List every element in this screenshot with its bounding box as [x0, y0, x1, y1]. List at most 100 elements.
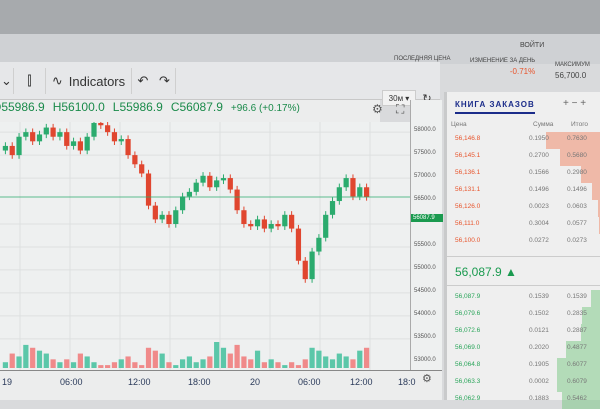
- depth-bar: [598, 200, 600, 217]
- total: 0.0577: [567, 220, 587, 227]
- fullscreen-icon[interactable]: ⛶: [396, 102, 405, 116]
- time-tick: 20: [250, 377, 261, 387]
- bid-row[interactable]: 56,069.0 0.2020 0.4877: [447, 341, 600, 358]
- volume-bar: [343, 356, 349, 368]
- total: 0.5462: [567, 395, 587, 402]
- price-chart[interactable]: [0, 122, 410, 370]
- total: 0.6077: [567, 361, 587, 368]
- volume-bar: [227, 353, 233, 368]
- volume-bar: [316, 350, 322, 368]
- time-tick: 18:00: [188, 377, 211, 387]
- candle: [343, 178, 349, 188]
- volume-bar: [350, 359, 356, 368]
- volume-bar: [363, 347, 370, 368]
- price-tick: 58000.0: [414, 127, 436, 134]
- ohlc-low: L55986.9: [112, 100, 163, 114]
- price-tick: 53500.0: [414, 333, 436, 340]
- volume-bar: [43, 353, 49, 368]
- candle: [145, 173, 152, 206]
- ask-row[interactable]: 56,145.1 0.2700 0.5680: [447, 149, 600, 166]
- candle: [139, 164, 145, 174]
- volume-bar: [64, 359, 70, 368]
- amount: 0.2020: [529, 344, 549, 351]
- price: 56,087.9: [455, 293, 481, 300]
- chevron-down-icon[interactable]: ⌄: [0, 68, 14, 94]
- candles-icon[interactable]: ⫿: [14, 68, 46, 94]
- bid-row[interactable]: 56,072.6 0.0121 0.2887: [447, 324, 600, 341]
- indicators-label: Indicators: [68, 73, 126, 89]
- volume-bar: [309, 347, 315, 368]
- ask-row[interactable]: 56,111.0 0.3004 0.0577: [447, 217, 600, 234]
- candle: [336, 187, 342, 202]
- stat-label: ПОСЛЕДНЯЯ ЦЕНА: [394, 56, 451, 62]
- undo-icon[interactable]: ↶: [137, 73, 149, 88]
- ask-row[interactable]: 56,131.1 0.1496 0.1496: [447, 183, 600, 200]
- price-tick: 55500.0: [414, 242, 436, 248]
- volume-bar: [275, 362, 281, 368]
- stat-high: МАКСИМУМ 56,700.0: [555, 62, 590, 80]
- total: 0.0603: [567, 203, 587, 210]
- price-axis: 58000.0 57500.0 57000.0 56500.0 55500.0 55000…: [410, 100, 443, 370]
- candle: [50, 127, 56, 137]
- time-tick: 18:0: [398, 377, 416, 387]
- depth-bar: [581, 307, 600, 324]
- candle: [98, 122, 104, 126]
- stat-label: МАКСИМУМ: [555, 62, 590, 68]
- ohlc-high: H56100.0: [52, 100, 105, 114]
- candle: [302, 260, 308, 280]
- volume-bar: [193, 362, 199, 368]
- stat-value: -0.71%: [509, 67, 536, 76]
- candle: [289, 214, 295, 229]
- total: 0.4877: [567, 344, 587, 351]
- candle: [132, 155, 138, 165]
- interval-select[interactable]: 30м ▾: [382, 90, 416, 106]
- candle: [268, 224, 274, 229]
- bid-row[interactable]: 56,087.9 0.1539 0.1539: [447, 290, 600, 307]
- axis-settings-icon[interactable]: ⚙: [422, 373, 432, 385]
- order-book-title[interactable]: КНИГА ЗАКАЗОВ: [455, 100, 535, 114]
- ohlc-legend: O55986.9 H56100.0 L55986.9 C56087.9 +96.6 (+…: [0, 100, 404, 122]
- volume-bar: [323, 356, 329, 368]
- candle: [16, 136, 22, 156]
- reset-icon[interactable]: ↻: [422, 92, 432, 105]
- amount: 0.1539: [529, 293, 549, 300]
- ask-row[interactable]: 56,146.8 0.1950 0.7630: [447, 132, 600, 149]
- volume-bar: [302, 359, 308, 368]
- candle: [241, 210, 247, 224]
- ask-row[interactable]: 56,136.1 0.1566 0.2980: [447, 166, 600, 183]
- volume-bar: [77, 353, 83, 368]
- ask-row[interactable]: 56,126.0 0.0023 0.0603: [447, 200, 600, 217]
- candle: [295, 228, 302, 261]
- bid-row[interactable]: 56,064.8 0.1905 0.6077: [447, 358, 600, 375]
- redo-icon[interactable]: ↷: [154, 68, 176, 94]
- candle: [173, 210, 179, 224]
- volume-bar: [23, 344, 29, 368]
- price: 56,069.0: [455, 344, 481, 351]
- order-book-controls[interactable]: + − +: [563, 98, 587, 109]
- price: 56,131.1: [455, 186, 481, 193]
- candle: [282, 214, 288, 227]
- ask-row[interactable]: 56,100.0 0.0272 0.0273: [447, 234, 600, 249]
- volume-bar: [329, 359, 336, 368]
- amount: 0.2700: [529, 152, 549, 159]
- price-tick: 57000.0: [414, 173, 436, 180]
- depth-bar: [598, 217, 600, 234]
- bid-row[interactable]: 56,063.3 0.0002 0.6079: [447, 375, 600, 392]
- login-link[interactable]: ВОЙТИ: [520, 42, 545, 49]
- total: 0.6079: [567, 378, 587, 385]
- settings-icon[interactable]: ⚙: [372, 102, 383, 116]
- volume-bar: [173, 365, 179, 368]
- volume-bar: [336, 353, 342, 368]
- volume-bar: [145, 347, 152, 368]
- time-tick: 12:00: [128, 377, 151, 387]
- volume-bar: [139, 365, 145, 368]
- candle: [329, 201, 336, 215]
- amount: 0.0023: [529, 203, 549, 210]
- depth-bar: [591, 290, 600, 307]
- volume-bar: [166, 362, 172, 368]
- indicators-button[interactable]: ∿ Indicators: [46, 68, 132, 94]
- bid-row[interactable]: 56,079.6 0.1502 0.2835: [447, 307, 600, 324]
- price: 56,100.0: [455, 237, 481, 244]
- indicators-icon: ∿: [51, 73, 63, 88]
- amount: 0.0121: [529, 327, 549, 334]
